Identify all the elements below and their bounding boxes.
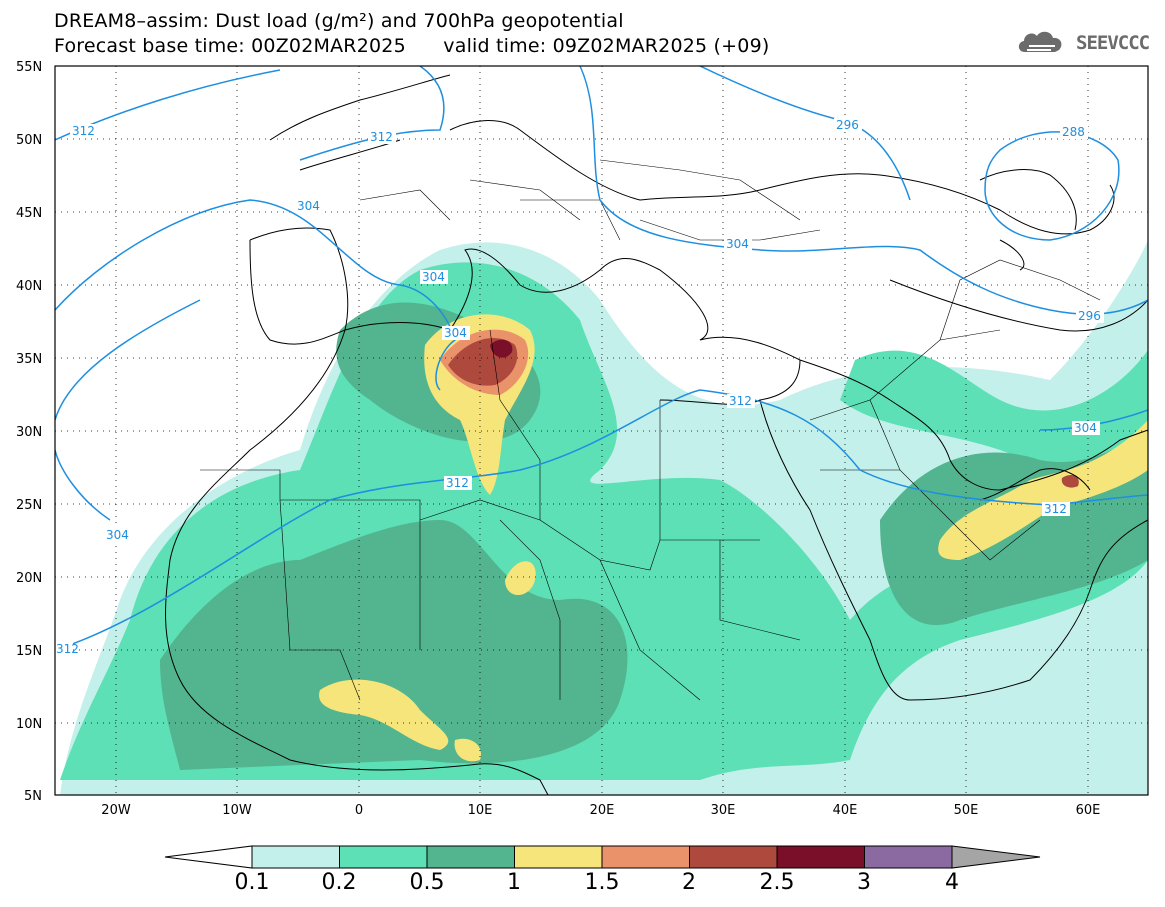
colorbar-segment [251, 845, 340, 869]
lat-label: 5N [24, 789, 42, 804]
colorbar-label: 3 [857, 870, 871, 895]
contour-label: 312 [56, 642, 79, 656]
lon-axis: 20W 10W 0 10E 20E 30E 40E 50E 60E [101, 803, 1100, 818]
lon-label: 50E [954, 803, 979, 818]
contour-label: 312 [729, 394, 752, 408]
lat-label: 30N [16, 425, 42, 440]
lon-label: 10E [468, 803, 493, 818]
lat-label: 20N [16, 571, 42, 586]
cloud-icon [1018, 31, 1062, 52]
forecast-time-line: Forecast base time: 00Z02MAR2025 valid t… [54, 35, 770, 57]
colorbar-segment [601, 845, 690, 869]
contour-label: 312 [370, 130, 393, 144]
contour-label: 304 [1074, 421, 1097, 435]
graticule [55, 66, 1148, 795]
contour-label: 304 [726, 237, 749, 251]
lat-label: 45N [16, 206, 42, 221]
colorbar-segment [689, 845, 778, 869]
dust-fields [55, 66, 1148, 795]
coastlines [165, 74, 1148, 795]
colorbar-label: 1 [507, 870, 521, 895]
colorbar [164, 845, 1041, 869]
colorbar-label: 1.5 [584, 870, 620, 895]
lon-label: 30E [711, 803, 736, 818]
contour-label: 296 [836, 118, 859, 132]
map-title: DREAM8–assim: Dust load (g/m²) and 700hP… [54, 10, 624, 32]
colorbar-label: 0.2 [321, 870, 357, 895]
contour-label: 304 [444, 326, 467, 340]
contour-label: 304 [297, 199, 320, 213]
colorbar-segment [426, 845, 515, 869]
lon-label: 40E [833, 803, 858, 818]
contour-label: 296 [1078, 309, 1101, 323]
lon-label: 0 [355, 803, 363, 818]
borders [200, 159, 1101, 701]
colorbar-segment [514, 845, 603, 869]
lat-label: 55N [16, 60, 42, 75]
colorbar-label: 4 [945, 870, 959, 895]
colorbar-label: 0.1 [234, 870, 270, 895]
map-frame [54, 65, 1149, 796]
contour-labels: 312 312 304 304 304 296 288 304 296 312 … [55, 118, 1104, 656]
lon-label: 10W [222, 803, 252, 818]
lat-label: 10N [16, 717, 42, 732]
lat-label: 35N [16, 352, 42, 367]
lon-label: 20E [590, 803, 615, 818]
colorbar-segment [776, 845, 865, 869]
lon-label: 60E [1076, 803, 1101, 818]
contour-label: 312 [446, 476, 469, 490]
contour-label: 304 [422, 270, 445, 284]
lat-label: 40N [16, 279, 42, 294]
contour-label: 312 [1044, 502, 1067, 516]
lat-label: 50N [16, 133, 42, 148]
lat-label: 25N [16, 498, 42, 513]
lat-axis: 55N 50N 45N 40N 35N 30N 25N 20N 15N 10N … [16, 60, 42, 804]
contour-label: 312 [72, 124, 95, 138]
colorbar-over-arrow [951, 845, 1041, 869]
colorbar-segment [339, 845, 428, 869]
colorbar-label: 0.5 [409, 870, 445, 895]
contour-label: 304 [106, 528, 129, 542]
logo-text: SEEVCCC [1076, 32, 1150, 54]
colorbar-label: 2.5 [759, 870, 795, 895]
colorbar-label: 2 [682, 870, 696, 895]
lat-label: 15N [16, 644, 42, 659]
lon-label: 20W [101, 803, 131, 818]
contour-label: 288 [1062, 125, 1085, 139]
colorbar-under-arrow [164, 845, 253, 869]
colorbar-segment [864, 845, 953, 869]
